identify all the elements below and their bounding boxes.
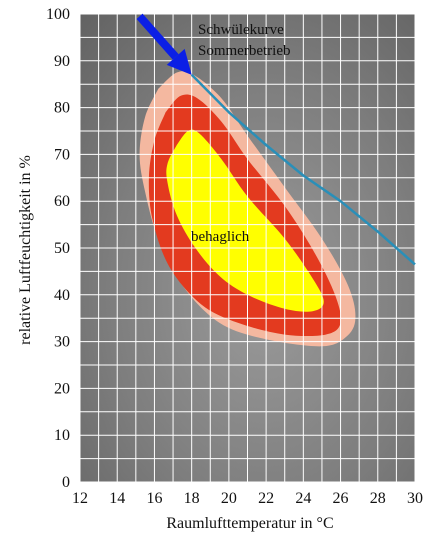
x-axis-label: Raumlufttemperatur in °C (166, 515, 333, 532)
y-tick-label: 10 (54, 427, 70, 444)
x-tick-label: 12 (72, 490, 88, 507)
curve-label-line1: Schwülekurve (198, 22, 284, 38)
grid-lines (79, 13, 416, 483)
y-tick-label: 70 (54, 146, 70, 163)
x-tick-label: 14 (109, 490, 125, 507)
x-tick-label: 30 (407, 490, 423, 507)
sultriness-curve-layer (136, 13, 416, 266)
curve-label-line2: Sommerbetrieb (198, 43, 290, 59)
y-tick-label: 60 (54, 193, 70, 210)
y-tick-label: 90 (54, 53, 70, 70)
x-tick-label: 20 (221, 490, 237, 507)
x-tick-label: 22 (258, 490, 274, 507)
comfort-zone-label: behaglich (191, 229, 250, 245)
y-tick-label: 100 (46, 6, 70, 23)
y-axis-label: relative Luftfeuchtigkeit in % (17, 155, 34, 345)
arrow-shaft (136, 13, 179, 60)
x-tick-label: 26 (333, 490, 349, 507)
arrow-head-icon (166, 48, 192, 75)
y-tick-label: 0 (62, 474, 70, 491)
sultriness-curve (190, 73, 416, 266)
y-tick-label: 80 (54, 100, 70, 117)
y-tick-label: 20 (54, 380, 70, 397)
y-tick-label: 30 (54, 334, 70, 351)
x-tick-label: 28 (370, 490, 386, 507)
x-tick-label: 16 (146, 490, 162, 507)
tick-labels: 12 14 16 18 20 22 24 26 28 30 0 10 20 30 40 50 60 70 80 90 1… (46, 6, 423, 507)
x-tick-label: 24 (295, 490, 311, 507)
y-tick-label: 40 (54, 287, 70, 304)
y-tick-label: 50 (54, 240, 70, 257)
x-tick-label: 18 (184, 490, 200, 507)
